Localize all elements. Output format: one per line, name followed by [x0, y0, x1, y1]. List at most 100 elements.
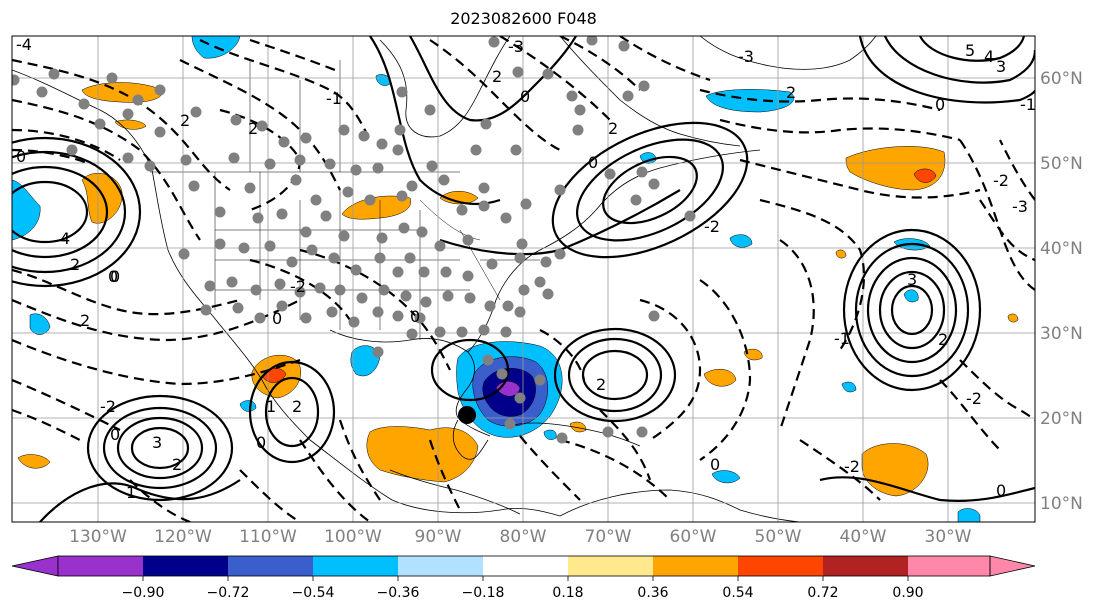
station-dot: [250, 284, 262, 296]
station-dot: [438, 174, 450, 186]
contour-label: 2: [608, 119, 618, 138]
contour-label: 3: [152, 433, 162, 452]
station-dot: [540, 256, 552, 268]
colorbar-segment: [228, 556, 313, 576]
station-dot: [392, 266, 404, 278]
lat-tick-label: 20°N: [1040, 409, 1083, 429]
coastline-cuba: [509, 422, 641, 447]
contour-label: 1: [266, 397, 276, 416]
station-dot: [230, 114, 242, 126]
lon-tick-label: 100°W: [324, 527, 382, 547]
station-dot: [294, 286, 306, 298]
station-dot: [204, 280, 216, 292]
station-dot: [684, 210, 696, 222]
station-dot: [480, 118, 492, 130]
contour-label: 0: [710, 455, 720, 474]
shade-blue-nova: [729, 234, 753, 248]
shade-blue-caribbean-small: [543, 429, 557, 440]
lon-tick-label: 130°W: [69, 527, 127, 547]
shade-orange-central-america: [366, 426, 479, 483]
station-dot: [324, 158, 336, 170]
contour-label: 0: [110, 267, 120, 286]
station-dot: [542, 68, 554, 80]
colorbar-segment: [58, 556, 143, 576]
map-frame: [11, 35, 1036, 523]
station-dot: [254, 312, 266, 324]
contour-sw-high-ring: [130, 426, 190, 470]
colorbar-tick-label: 0.18: [552, 585, 583, 601]
contour-label: 0: [272, 309, 282, 328]
shade-blue-atlantic-high: [903, 289, 919, 303]
contour-mexico-ring: [264, 376, 320, 448]
lon-tick-label: 60°W: [670, 527, 717, 547]
station-dot: [66, 144, 78, 156]
station-dot: [338, 124, 350, 136]
station-dot: [504, 418, 516, 430]
shade-orange-ontario: [439, 191, 479, 205]
shade-orange-atlantic-dot: [835, 249, 847, 259]
station-dot: [78, 98, 90, 110]
station-dot: [566, 90, 578, 102]
contour-gulf-ring: [430, 338, 510, 402]
lon-tick-label: 30°W: [925, 527, 972, 547]
station-dot: [276, 208, 288, 220]
station-dot: [214, 206, 226, 218]
station-dot: [398, 222, 410, 234]
station-dot: [440, 266, 452, 278]
station-dot: [478, 324, 490, 336]
station-dot: [516, 238, 528, 250]
station-dot: [364, 194, 376, 206]
shade-orange-atlantic-north: [845, 146, 946, 191]
station-dot: [378, 284, 390, 296]
colorbar-tick-label: −0.90: [122, 585, 165, 601]
contour-label: 0: [410, 307, 420, 326]
colorbar-extend-low: [11, 555, 59, 577]
colorbar-segment: [738, 556, 823, 576]
contour-label: 2: [292, 397, 302, 416]
station-dot: [406, 328, 418, 340]
station-dot: [396, 86, 408, 98]
coastline-central-america: [389, 469, 521, 515]
lon-tick-label: 50°W: [755, 527, 802, 547]
contour-pacific-south-zero: [39, 479, 241, 522]
colorbar-tick-label: 0.54: [722, 585, 753, 601]
coastline-east-coast: [467, 149, 761, 353]
station-dot: [434, 326, 446, 338]
colorbar-tick-label: 0.36: [637, 585, 668, 601]
station-dot: [426, 160, 438, 172]
latitude-labels: 60°N 50°N 40°N 30°N 20°N 10°N: [1040, 69, 1083, 514]
station-dot: [350, 164, 362, 176]
contour-north-trough: [369, 36, 501, 205]
lon-tick-label: 40°W: [840, 527, 887, 547]
station-dot: [228, 152, 240, 164]
station-dot: [338, 230, 350, 242]
colorbar-segment: [313, 556, 398, 576]
coastline-west-north-america: [12, 69, 561, 517]
station-dot: [456, 326, 468, 338]
station-dot: [514, 252, 526, 264]
colorbar-tick-label: −0.54: [292, 585, 335, 601]
colorbar: −0.90 −0.72 −0.54 −0.36 −0.18 0.18 0.36 …: [11, 555, 1036, 601]
colorbar-segment: [823, 556, 908, 576]
station-dot: [300, 226, 312, 238]
station-dot: [350, 264, 362, 276]
colorbar-tick-label: −0.72: [207, 585, 250, 601]
station-dot: [392, 144, 404, 156]
station-dot: [602, 426, 614, 438]
contour-label: -1: [326, 89, 342, 108]
station-dot: [638, 80, 650, 92]
contour-caribbean-ring: [581, 349, 649, 401]
shade-blue-atlantic-small2: [841, 381, 857, 393]
station-dot: [328, 252, 340, 264]
station-dot: [290, 174, 302, 186]
station-dot: [310, 194, 322, 206]
station-dot: [238, 242, 250, 254]
contour-north-trough: [409, 36, 577, 122]
contour-label: -3: [508, 37, 524, 56]
contour-label: 2: [492, 67, 502, 86]
station-dot: [180, 154, 192, 166]
contour-top-right-ring: [858, 36, 1035, 104]
contour-pacific-low-ring: [12, 136, 142, 288]
